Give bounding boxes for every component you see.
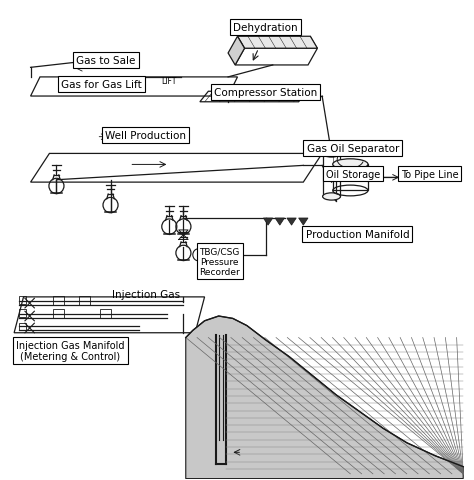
Bar [19,310,27,317]
Text: Oil Storage: Oil Storage [326,169,380,179]
Text: TBG/CSG
Pressure
Recorder: TBG/CSG Pressure Recorder [199,247,240,276]
Polygon shape [264,218,273,226]
Ellipse shape [333,159,368,170]
Polygon shape [237,37,318,49]
Text: Gas Oil Separator: Gas Oil Separator [307,144,399,154]
Text: Production Manifold: Production Manifold [306,229,409,239]
Text: To Pipe Line: To Pipe Line [401,169,458,179]
Text: Well Production: Well Production [105,131,186,141]
Bar [333,165,368,191]
Polygon shape [287,218,296,226]
Ellipse shape [323,150,340,158]
Bar [100,310,111,318]
Bar [19,297,27,304]
Text: Compressor Station: Compressor Station [214,88,317,98]
Text: Gas to Sale: Gas to Sale [76,56,136,66]
Ellipse shape [323,193,340,201]
Polygon shape [228,37,245,66]
Text: Injection Gas: Injection Gas [112,290,180,300]
Text: Injection Gas Manifold
(Metering & Control): Injection Gas Manifold (Metering & Contr… [16,340,125,361]
Bar [19,323,27,331]
Text: Dehydration: Dehydration [233,23,298,33]
Bar [53,297,64,305]
Text: LIFT: LIFT [162,77,177,86]
Bar [53,310,64,318]
Polygon shape [275,218,284,226]
Bar [79,297,91,305]
Bar [323,154,340,197]
Text: Gas for Gas Lift: Gas for Gas Lift [61,80,142,90]
Polygon shape [299,218,308,226]
Polygon shape [186,316,463,479]
